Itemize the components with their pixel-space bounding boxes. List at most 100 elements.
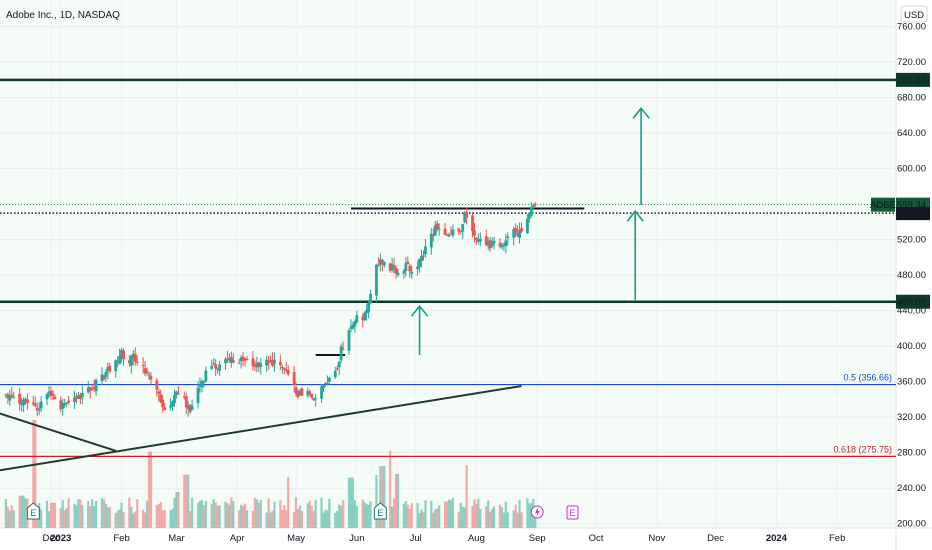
volume-bar	[53, 502, 56, 528]
candle-body	[120, 349, 123, 359]
candle-body	[59, 400, 63, 410]
candle-body	[49, 390, 53, 396]
volume-bar	[489, 511, 492, 528]
volume-bar	[320, 497, 323, 528]
candle-body	[271, 359, 274, 366]
candle-body	[355, 315, 359, 323]
volume-bar	[363, 502, 366, 528]
volume-bar	[340, 505, 343, 528]
candle-body	[73, 397, 76, 402]
volume-bar	[191, 497, 194, 528]
candle-body	[326, 383, 329, 385]
volume-bar	[500, 507, 504, 528]
candle-body	[298, 390, 302, 396]
candle-body	[514, 228, 518, 233]
candle-body	[33, 403, 37, 406]
candle-body	[100, 374, 104, 381]
volume-bar	[214, 502, 217, 528]
volume-bar	[106, 507, 109, 528]
volume-bar	[406, 504, 409, 528]
volume-bar	[128, 497, 131, 528]
volume-bar	[324, 509, 327, 528]
volume-bar	[79, 499, 82, 528]
candle-body	[80, 393, 84, 397]
volume-bar	[355, 505, 358, 528]
volume-bar	[479, 508, 482, 528]
candle-body	[229, 356, 233, 363]
volume-bar	[216, 505, 219, 528]
volume-bar	[334, 512, 337, 528]
candle-body	[31, 402, 35, 405]
time-axis-background	[0, 528, 896, 550]
volume-bar	[328, 498, 331, 528]
candle-body	[327, 377, 331, 382]
volume-bar	[257, 502, 260, 528]
volume-bar	[157, 504, 160, 528]
candle-body	[26, 399, 29, 404]
volume-bar	[367, 505, 370, 528]
candle-body	[382, 262, 386, 266]
candle-body	[169, 405, 172, 408]
volume-bar	[65, 508, 68, 528]
volume-bar	[461, 506, 464, 528]
candle-body	[324, 383, 327, 385]
volume-bar	[100, 497, 104, 528]
candle-body	[390, 264, 394, 271]
volume-bar	[534, 512, 537, 528]
price-axis: 200.00 240.00 280.00 320.00 360.00 400.00 440.…	[870, 22, 930, 530]
candle-body	[500, 245, 504, 248]
candle-body	[251, 358, 255, 366]
prev-close-tag	[896, 207, 930, 221]
price-tick-label: 760.00	[897, 22, 926, 33]
volume-bar	[130, 506, 133, 528]
volume-bar	[487, 500, 490, 528]
volume-bar	[296, 508, 300, 528]
volume-bar	[116, 510, 119, 528]
candle-body	[182, 396, 186, 398]
volume-bar	[18, 495, 21, 528]
volume-bar	[255, 499, 258, 528]
candle-body	[443, 228, 447, 235]
candle-body	[282, 368, 286, 370]
candle-body	[518, 229, 521, 238]
earnings-marker	[566, 505, 579, 520]
volume-bar	[245, 510, 249, 528]
candle-body	[231, 360, 235, 363]
candle-body	[457, 228, 461, 232]
candle-body	[53, 396, 57, 400]
plot-background	[0, 0, 896, 528]
candle-body	[506, 236, 510, 239]
candle-body	[255, 363, 259, 368]
candle-body	[504, 240, 508, 246]
candle-body	[253, 365, 257, 367]
candle-body	[363, 312, 367, 321]
candle-body	[502, 244, 506, 247]
volume-bar	[300, 510, 304, 528]
candle-body	[114, 360, 118, 372]
volume-bar	[434, 509, 437, 528]
currency-button[interactable]	[900, 5, 928, 23]
candle-body	[394, 268, 398, 274]
candle-body	[269, 360, 272, 362]
volume-bar	[210, 503, 213, 528]
volume-bar	[149, 451, 153, 528]
candle-body	[63, 403, 67, 406]
volume-bar	[267, 498, 270, 528]
candle-body	[214, 364, 218, 369]
volume-bar	[369, 501, 372, 528]
volume-bar	[516, 512, 519, 528]
volume-bar	[200, 499, 204, 528]
volume-bar	[243, 503, 247, 528]
candle-body	[351, 324, 355, 329]
candle-body	[175, 391, 178, 395]
volume-bar	[204, 501, 207, 528]
candle-body	[94, 379, 98, 392]
arrow-head	[410, 304, 429, 317]
volume-bar	[108, 507, 111, 528]
candle-body	[39, 401, 43, 409]
price-tick-label: 440.00	[897, 306, 926, 317]
volume-bar	[279, 500, 282, 528]
volume-bar	[416, 503, 419, 528]
volume-bar	[353, 500, 356, 528]
